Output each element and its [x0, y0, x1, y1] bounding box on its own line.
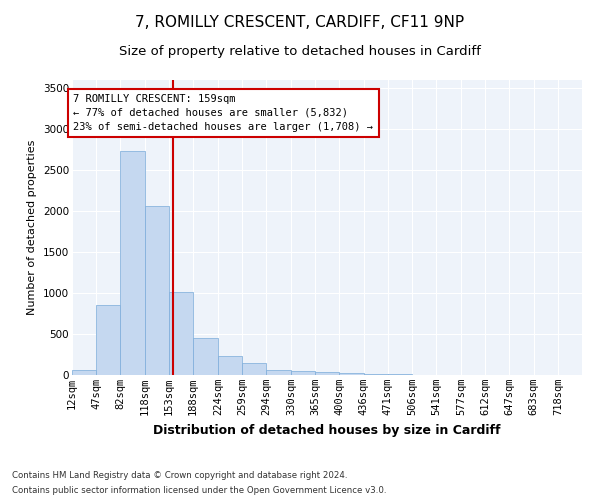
Bar: [145, 206, 169, 375]
Text: 7, ROMILLY CRESCENT, CARDIFF, CF11 9NP: 7, ROMILLY CRESCENT, CARDIFF, CF11 9NP: [136, 15, 464, 30]
Bar: [266, 370, 291, 375]
Bar: [388, 374, 412, 375]
Bar: [120, 152, 145, 375]
Bar: [169, 292, 193, 375]
X-axis label: Distribution of detached houses by size in Cardiff: Distribution of detached houses by size …: [153, 424, 501, 436]
Bar: [218, 356, 242, 375]
Bar: [72, 370, 96, 375]
Bar: [291, 371, 315, 375]
Bar: [364, 374, 388, 375]
Bar: [193, 338, 218, 375]
Text: Contains public sector information licensed under the Open Government Licence v3: Contains public sector information licen…: [12, 486, 386, 495]
Text: Size of property relative to detached houses in Cardiff: Size of property relative to detached ho…: [119, 45, 481, 58]
Text: Contains HM Land Registry data © Crown copyright and database right 2024.: Contains HM Land Registry data © Crown c…: [12, 471, 347, 480]
Bar: [242, 363, 266, 375]
Bar: [339, 373, 364, 375]
Text: 7 ROMILLY CRESCENT: 159sqm
← 77% of detached houses are smaller (5,832)
23% of s: 7 ROMILLY CRESCENT: 159sqm ← 77% of deta…: [73, 94, 373, 132]
Bar: [96, 306, 120, 375]
Y-axis label: Number of detached properties: Number of detached properties: [28, 140, 37, 315]
Bar: [315, 372, 339, 375]
